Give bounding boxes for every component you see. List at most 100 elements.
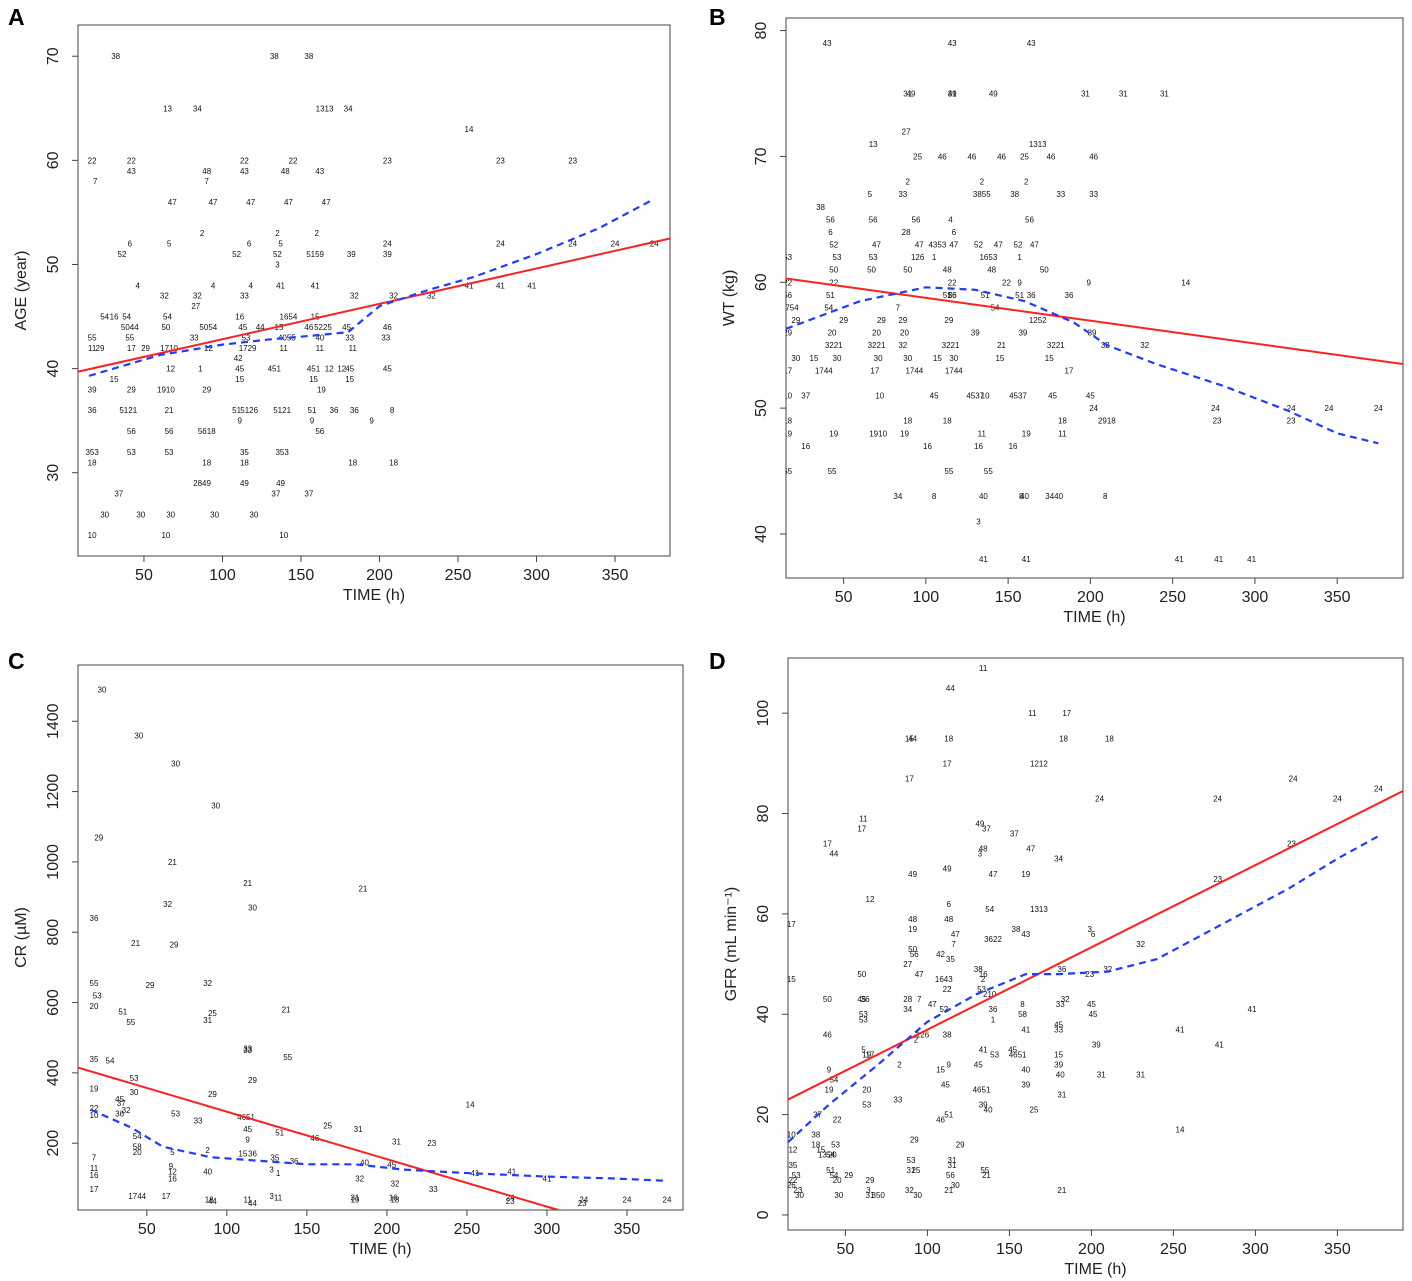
chart-a-point-label: 12 [166,365,175,374]
chart-a-x-tick-label: 150 [288,567,315,584]
chart-a-point-label: 33 [240,292,249,301]
chart-a-point-label: 52 [118,250,127,259]
chart-b-point-label: 1653 [979,253,997,262]
chart-a-point-label: 38 [270,52,279,61]
chart-b-point-label: 41 [1214,555,1223,564]
chart-d-point-label: 1643 [935,975,953,984]
chart-a-point-label: 49 [240,479,249,488]
chart-b-point-label: 16 [801,442,810,451]
chart-b-point-label: 31 [903,90,912,99]
chart-b-point-label: 24 [1287,404,1296,413]
chart-c-point-label: 53 [130,1074,139,1083]
chart-a-x-tick-label: 250 [445,567,472,584]
chart-c-point-label: 30 [130,1088,139,1097]
chart-d-point-label: 19 [825,1086,834,1095]
chart-d-point-label: 4651 [973,1086,991,1095]
chart-d-point-label: 47 [951,930,960,939]
chart-a-point-label: 5159 [306,250,324,259]
chart-c-point-label: 16 [168,1174,177,1183]
chart-a-point-label: 35 [240,448,249,457]
chart-d-point-label: 126 [916,1030,930,1039]
chart-d-point-label: 40 [984,1106,993,1115]
chart-d-point-label: 3622 [984,935,1002,944]
chart-c-point-label: 35 [90,1055,99,1064]
chart-d-point-label: 31 [1057,1091,1066,1100]
chart-b-point-label: 16 [1009,442,1018,451]
chart-d-point-label: 25 [1030,1106,1039,1115]
chart-b-point-label: 46 [938,152,947,161]
chart-a-point-label: 53 [242,333,251,342]
chart-c-point-label: 29 [146,981,155,990]
chart-b-x-tick-label: 150 [995,589,1022,606]
chart-d-point-label: 50 [908,945,917,954]
chart-d-point-label: 1212 [1030,759,1048,768]
chart-c-point-label: 14 [466,1101,475,1110]
chart-b-point-label: 24 [1089,404,1098,413]
chart-b-point-label: 29 [944,316,953,325]
chart-a-point-label: 10 [161,531,170,540]
chart-a-point-label: 41 [496,281,505,290]
chart-a-point-label: 41 [527,281,536,290]
chart-a-point-label: 47 [168,198,177,207]
chart-d-point-label: 38 [1012,925,1021,934]
chart-a-point-label: 451 [307,365,321,374]
chart-b-point-label: 4353 [928,241,946,250]
chart-c-point-label: 21 [131,939,140,948]
chart-b-point-label: 16 [923,442,932,451]
chart-a-point-label: 41 [311,281,320,290]
chart-b-point-label: 34 [893,492,902,501]
chart-c-point-label: 54 [133,1132,142,1141]
chart-a-point-label: 30 [166,510,175,519]
chart-d-point-label: 53 [990,1050,999,1059]
chart-d-point-label: 51 [944,1111,953,1120]
chart-c-point-label: 32 [390,1180,399,1189]
chart-d-point-label: 27 [903,960,912,969]
chart-d-point-label: 35 [788,1161,797,1170]
chart-d-point-label: 22 [943,985,952,994]
chart-d-point-label: 58 [1018,1010,1027,1019]
chart-a-point-label: 48 [202,167,211,176]
chart-b-point-label: 8 [932,492,937,501]
chart-a-point-label: 1313 [316,104,334,113]
chart-b-point-label: 18 [943,417,952,426]
chart-b-point-label: 39 [1018,329,1027,338]
chart-c-point-label: 51 [118,1007,127,1016]
chart-c-point-label: 35 [270,1153,279,1162]
chart-c-point-label: 16 [389,1194,398,1203]
chart-d-point-label: 41 [1021,1025,1030,1034]
chart-c-point-label: 3 [269,1166,274,1175]
chart-d-point-label: 53 [792,1171,801,1180]
chart-b-point-label: 1252 [1029,316,1047,325]
chart-c-point-label: 11 [90,1164,99,1173]
chart-b-point-label: 46 [997,152,1006,161]
chart-b-point-label: 56 [1025,215,1034,224]
chart-d-point-label: 44 [829,850,838,859]
chart-b-point-label: 56 [869,215,878,224]
chart-b-point-label: 52 [829,241,838,250]
chart-d-point-label: 45 [1008,1045,1017,1054]
chart-d-point-label: 39 [1021,1080,1030,1089]
chart-b-point-label: 43 [948,39,957,48]
chart-c-point-label: 32 [122,1106,131,1115]
chart-d-point-label: 23 [1287,840,1296,849]
chart-c-point-label: 30 [248,904,257,913]
chart-a-point-label: 24 [496,240,505,249]
chart-c-x-tick-label: 350 [614,1221,641,1238]
chart-d-point-label: 25 [911,1166,920,1175]
chart-d-point-label: 22 [833,1116,842,1125]
chart-a-point-label: 37 [304,490,313,499]
chart-a-point-label: 5 [278,240,283,249]
chart-a-point-label: 4 [249,281,254,290]
chart-a-point-label: 36 [330,406,339,415]
chart-d-point-label: 23 [1085,970,1094,979]
chart-d-point-label: 31 [1097,1070,1106,1079]
chart-b-point-label: 9 [1087,278,1092,287]
chart-a-point-label: 47 [246,198,255,207]
chart-a-point-label: 353 [275,448,289,457]
chart-b-point-label: 56 [783,291,792,300]
chart-a-y-tick-label: 70 [45,47,62,65]
chart-d-y-tick-label: 40 [755,1005,772,1023]
chart-d-point-label: 49 [908,870,917,879]
chart-a-point-label: 24 [611,240,620,249]
chart-b-point-label: 53 [783,253,792,262]
